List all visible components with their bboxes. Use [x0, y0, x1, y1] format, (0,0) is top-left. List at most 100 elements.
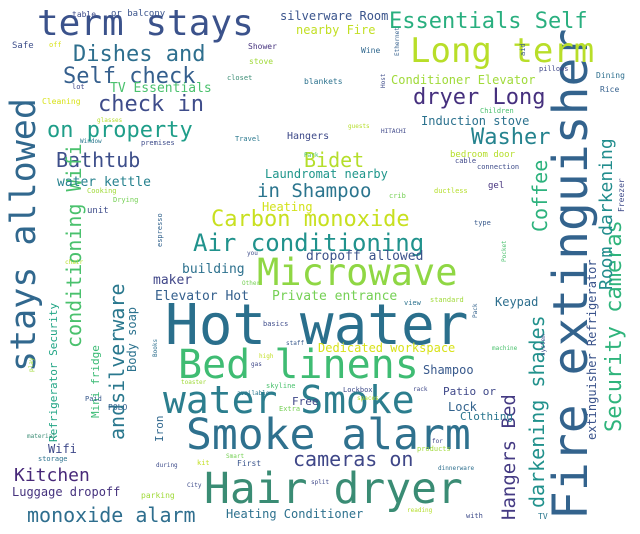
word-safe: Safe: [12, 41, 34, 51]
word-type: type: [474, 219, 491, 227]
word-lockbox: Lockbox: [343, 386, 373, 394]
word-patio-or: Patio or: [443, 385, 496, 398]
word-freezer: Freezer: [617, 178, 626, 212]
word-cleaning: Cleaning: [42, 97, 81, 106]
word-or-balcony: or balcony: [111, 9, 166, 19]
word-iron: Iron: [153, 415, 166, 443]
word-off: off: [49, 41, 62, 49]
word-water-kettle: water kettle: [57, 175, 151, 190]
word-extinguisher-refrigerator: extinguisher Refrigerator: [585, 259, 599, 440]
word-clothing: Clothing: [460, 410, 513, 423]
word-play: play: [28, 357, 35, 372]
word-mini-fridge: Mini fridge: [89, 345, 102, 418]
word-self-check: Self check: [63, 64, 196, 89]
word-check-in: check in: [98, 92, 204, 117]
word-dinnerware: dinnerware: [438, 465, 475, 472]
word-products: products: [417, 445, 451, 453]
word-table: table: [72, 10, 97, 19]
word-chair: chair: [65, 259, 84, 266]
word-essentials-self: Essentials Self: [389, 9, 588, 34]
word-crib: crib: [389, 192, 406, 200]
word-machine: machine: [492, 345, 518, 352]
word-you: you: [247, 250, 258, 257]
word-heating: Heating: [262, 200, 313, 214]
word-lock: Lock: [448, 400, 477, 414]
word-washer: Washer: [471, 125, 551, 150]
word-hitachi: HITACHI: [381, 128, 407, 135]
word-blankets: blankets: [304, 77, 343, 86]
word-nearby-fire: nearby Fire: [296, 23, 376, 37]
word-kit: kit: [197, 459, 210, 467]
word-pillows: pillows: [539, 65, 569, 73]
word-ductless: ductless: [434, 187, 468, 195]
word-basics: basics: [263, 320, 289, 328]
word-cooking: Cooking: [87, 187, 117, 195]
word-paid: Paid: [85, 395, 102, 403]
word-bedroom-door: bedroom door: [450, 150, 516, 160]
word-carbon-monoxide: Carbon monoxide: [211, 207, 410, 232]
word-heating-conditioner: Heating Conditioner: [226, 507, 364, 521]
word-gas: gas: [251, 361, 262, 368]
word-extra: Extra: [279, 405, 301, 413]
word-other: Other: [242, 280, 261, 287]
word-dryer-long: dryer Long: [413, 85, 546, 110]
word-bidet: Bidet: [304, 148, 365, 172]
word-dishes-and: Dishes and: [73, 42, 206, 67]
word-guests: guests: [348, 123, 370, 130]
word-shampoo: Shampoo: [423, 363, 474, 377]
word-andsilverware: andsilverware: [105, 283, 129, 440]
word-free: Free: [292, 395, 319, 408]
word-staff: staff: [286, 340, 305, 347]
word-smoke-alarm: Smoke alarm: [186, 410, 471, 460]
word-during: during: [156, 462, 178, 469]
word-bathtub: Bathtub: [56, 148, 141, 172]
word-glasses: glasses: [97, 117, 123, 124]
word-first: First: [237, 459, 262, 468]
word-dining: Dining: [596, 71, 625, 80]
word-espresso: espresso: [156, 213, 164, 247]
word-coffee: Coffee: [528, 159, 552, 232]
word-standard: standard: [430, 296, 464, 304]
word-pocket: Pocket: [501, 240, 508, 262]
word-available: available: [237, 390, 270, 397]
word-split: split: [311, 479, 330, 486]
word-ethernet: Ethernet: [394, 27, 401, 56]
word-skyline: skyline: [266, 382, 296, 390]
word-refrigerator-security: Refrigerator Security: [47, 302, 60, 442]
word-window: Window: [80, 138, 102, 145]
word-system: system: [540, 334, 547, 356]
word-travel: Travel: [235, 135, 261, 143]
word-books: Books: [152, 338, 159, 357]
word-rice: Rice: [600, 85, 620, 94]
word-gel: gel: [488, 181, 505, 191]
word-luggage-dropoff: Luggage dropoff: [12, 485, 121, 499]
word-conditioning-wifi: conditioning Wifi: [62, 143, 86, 348]
word-stove: stove: [249, 57, 274, 66]
word-induction-stove: Induction stove: [421, 114, 530, 128]
word-park: Park: [304, 152, 319, 159]
word-stays-allowed: stays allowed: [4, 98, 44, 372]
word-body-soap: Body soap: [125, 306, 139, 372]
word-air-conditioning: Air conditioning: [193, 229, 425, 257]
word-closet: closet: [227, 74, 253, 82]
word-premises: premises: [141, 139, 175, 147]
word-toaster: toaster: [181, 379, 207, 386]
word-dropoff-allowed: dropoff allowed: [306, 249, 424, 264]
word-laundromat-nearby: Laundromat nearby: [265, 167, 388, 181]
word-rack: rack: [413, 386, 428, 393]
word-kitchen: Kitchen: [14, 465, 90, 486]
word-building: building: [182, 262, 245, 277]
word-aid: aid: [519, 43, 527, 56]
word-pack: Pack: [472, 303, 479, 318]
word-term-stays: term stays: [37, 3, 254, 44]
word-cameras-on: cameras on: [293, 447, 414, 471]
word-elevator-hot: Elevator Hot: [155, 289, 249, 304]
word-cable: cable: [455, 157, 477, 165]
word-in-shampoo: in Shampoo: [257, 180, 372, 202]
word-long-term: Long term: [410, 31, 595, 71]
word-water-smoke: water Smoke: [163, 378, 415, 422]
word-microwave: Microwave: [257, 251, 458, 294]
word-keypad: Keypad: [495, 295, 539, 309]
word-host: Host: [380, 73, 387, 88]
word-drying: Drying: [113, 196, 139, 204]
